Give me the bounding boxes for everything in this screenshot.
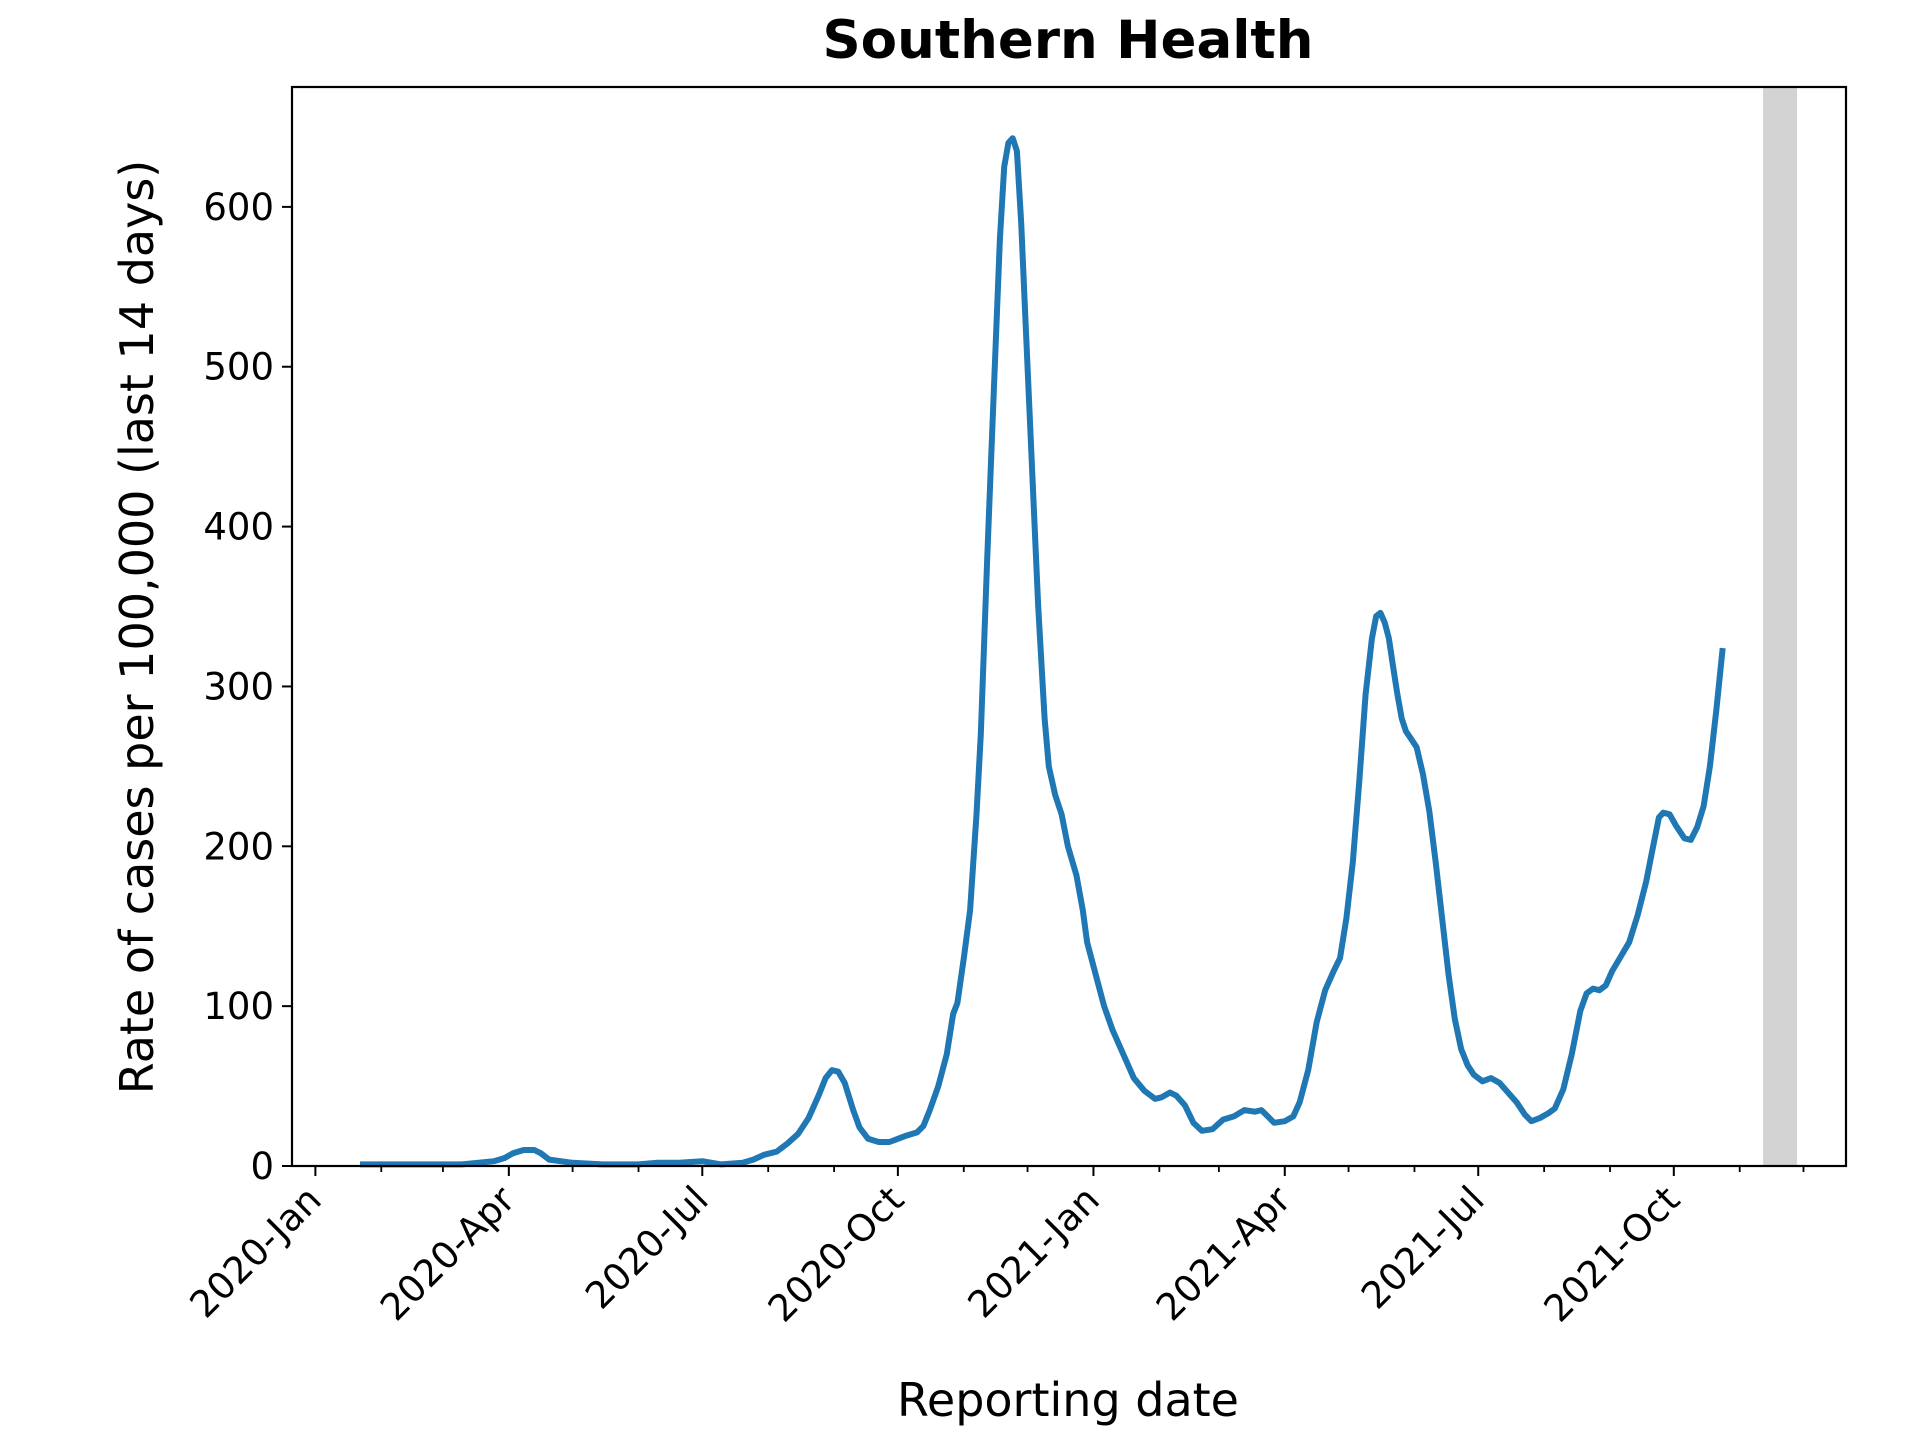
y-axis-label: Rate of cases per 100,000 (last 14 days) xyxy=(110,160,164,1095)
plot-frame xyxy=(290,85,1848,1168)
y-tick-label: 300 xyxy=(203,665,274,708)
y-tick-label: 400 xyxy=(203,506,274,549)
x-axis-label: Reporting date xyxy=(897,1373,1239,1427)
chart-title: Southern Health xyxy=(823,10,1314,71)
y-tick-label: 0 xyxy=(250,1145,274,1188)
y-tick-label: 200 xyxy=(203,825,274,868)
shaded-region xyxy=(1763,87,1798,1166)
series-line-0 xyxy=(360,135,1726,1168)
y-tick-label: 500 xyxy=(203,346,274,389)
y-tick-label: 100 xyxy=(203,985,274,1028)
y-tick-label: 600 xyxy=(203,186,274,229)
